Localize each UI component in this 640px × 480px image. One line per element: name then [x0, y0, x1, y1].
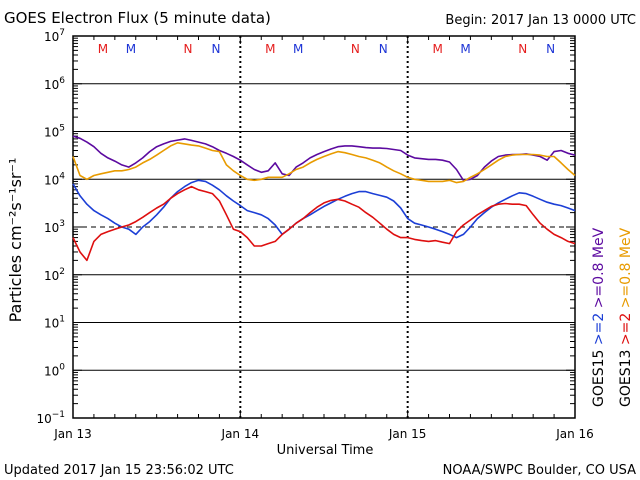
x-tick-labels: Jan 13 Jan 14 Jan 15 Jan 16 [53, 427, 594, 441]
marker-label: N [351, 42, 360, 56]
y-tick-label: 102 [44, 267, 65, 283]
series-line-1 [72, 142, 576, 184]
x-tick-label: Jan 14 [221, 427, 260, 441]
y-tick-label: 105 [44, 124, 65, 140]
y-tick-label: 107 [44, 28, 65, 44]
chart-title: GOES Electron Flux (5 minute data) [4, 9, 271, 27]
begin-timestamp: Begin: 2017 Jan 13 0000 UTC [445, 13, 636, 28]
legend-goes13-low-threshold: >=2 [618, 313, 634, 345]
marker-label: N [379, 42, 388, 56]
series-line-0 [72, 135, 576, 182]
marker-label: M [265, 42, 275, 56]
legend-goes15-low-threshold: >=2 [591, 313, 607, 345]
legend-goes15-high-threshold: >=0.8 [591, 263, 607, 309]
marker-label: M [126, 42, 136, 56]
y-tick-label: 10−1 [36, 410, 65, 426]
legend-goes13-unit: MeV [618, 227, 634, 258]
legend-goes15-group: GOES15 >=2 >=0.8 MeV [591, 227, 607, 407]
marker-label: N [211, 42, 220, 56]
data-series [72, 135, 576, 262]
y-axis-title: Particles cm⁻²s⁻¹sr⁻¹ [6, 158, 25, 323]
marker-label: M [98, 42, 108, 56]
legend-goes13-high-threshold: >=0.8 [618, 263, 634, 309]
series-line-3 [72, 185, 576, 262]
legend-goes13-group: GOES13 >=2 >=0.8 MeV [618, 227, 634, 407]
y-tick-label: 103 [44, 219, 65, 235]
legend: GOES15 >=2 >=0.8 MeV GOES13 >=2 >=0.8 Me… [591, 227, 634, 407]
marker-label: M [293, 42, 303, 56]
series-line-2 [72, 179, 576, 239]
marker-label: M [432, 42, 442, 56]
y-tick-label: 106 [44, 76, 65, 92]
day-separators [72, 36, 576, 418]
marker-label: N [518, 42, 527, 56]
y-tick-label: 101 [44, 315, 65, 331]
x-tick-label: Jan 16 [555, 427, 594, 441]
marker-label: N [184, 42, 193, 56]
marker-label: N [546, 42, 555, 56]
x-axis-title: Universal Time [277, 443, 374, 458]
y-tick-labels: 10−1 100 101 102 103 104 105 106 107 [36, 28, 65, 426]
y-tick-label: 100 [44, 362, 65, 378]
updated-timestamp: Updated 2017 Jan 15 23:56:02 UTC [4, 463, 234, 478]
y-tick-label: 104 [44, 171, 65, 187]
credit-text: NOAA/SWPC Boulder, CO USA [443, 463, 636, 478]
legend-goes13-label: GOES13 [618, 350, 634, 407]
x-tick-label: Jan 15 [388, 427, 427, 441]
marker-label: M [460, 42, 470, 56]
grid-lines [73, 35, 575, 419]
x-tick-label: Jan 13 [53, 427, 92, 441]
legend-goes15-unit: MeV [591, 227, 607, 258]
legend-goes15-label: GOES15 [591, 350, 607, 407]
